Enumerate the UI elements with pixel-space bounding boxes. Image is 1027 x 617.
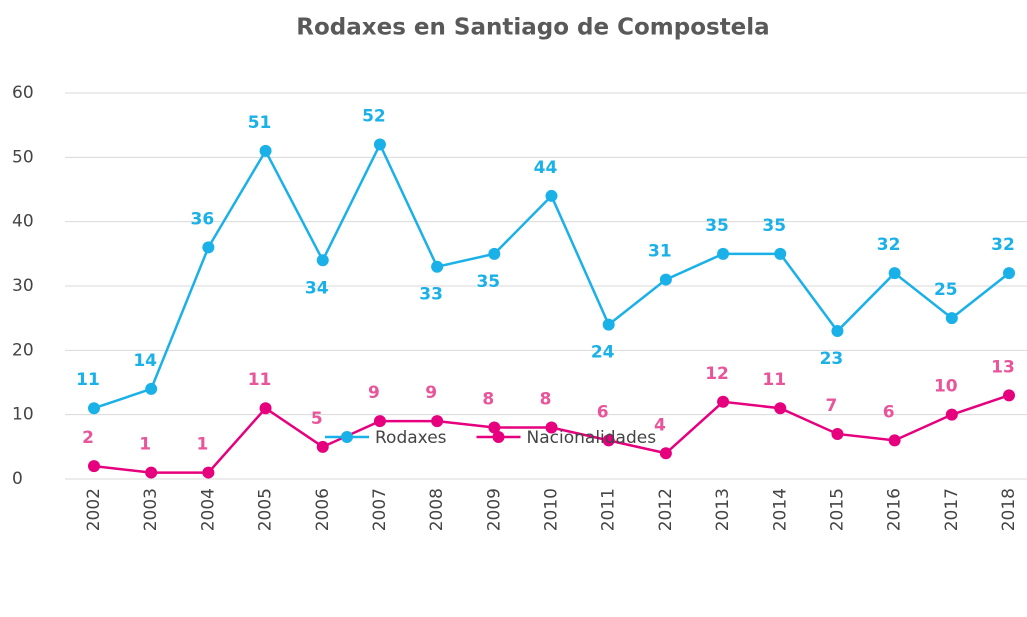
y-tick-label: 30 <box>12 276 34 296</box>
data-label: 36 <box>191 209 215 229</box>
data-label: 10 <box>934 377 958 397</box>
point <box>202 466 215 479</box>
y-tick-label: 60 <box>12 83 34 103</box>
point <box>545 189 558 202</box>
data-label: 9 <box>368 383 380 403</box>
x-tick-label: 2018 <box>999 488 1019 531</box>
legend-marker <box>492 431 505 443</box>
legend-label: Nacionalidades <box>527 428 657 448</box>
x-tick-label: 2014 <box>770 488 790 531</box>
data-label: 35 <box>476 272 500 292</box>
data-label: 32 <box>991 235 1015 255</box>
point <box>831 427 844 440</box>
data-label: 6 <box>883 402 895 422</box>
data-label: 11 <box>76 370 100 390</box>
data-label: 8 <box>482 390 494 410</box>
y-tick-label: 0 <box>12 469 23 489</box>
point <box>316 254 329 267</box>
y-tick-label: 10 <box>12 405 34 425</box>
x-tick-label: 2005 <box>256 488 276 531</box>
y-tick-label: 40 <box>12 212 34 232</box>
point <box>373 138 386 151</box>
point <box>888 434 901 447</box>
x-tick-label: 2004 <box>198 488 218 531</box>
data-label: 32 <box>877 235 901 255</box>
data-label: 35 <box>762 216 786 236</box>
data-label: 11 <box>762 370 786 390</box>
series-line <box>93 141 1010 410</box>
point <box>545 421 558 434</box>
point <box>488 421 501 434</box>
point <box>659 273 672 286</box>
data-label: 1 <box>139 435 151 455</box>
data-label: 34 <box>305 278 329 298</box>
legend-label: Rodaxes <box>375 428 447 448</box>
data-label: 23 <box>820 349 844 369</box>
x-tick-label: 2008 <box>427 488 447 531</box>
x-tick-label: 2015 <box>827 488 847 531</box>
data-label: 44 <box>534 158 558 178</box>
x-tick-label: 2013 <box>713 488 733 531</box>
point <box>145 466 158 479</box>
x-tick-label: 2016 <box>885 488 905 531</box>
point <box>1003 267 1015 280</box>
data-label: 52 <box>362 106 386 126</box>
chart-title: Rodaxes en Santiago de Compostela <box>296 15 769 41</box>
x-tick-label: 2006 <box>313 488 333 531</box>
data-label: 9 <box>425 383 437 403</box>
data-label: 24 <box>591 343 615 363</box>
point <box>774 247 787 260</box>
point <box>602 318 615 331</box>
data-label: 13 <box>991 357 1015 377</box>
point <box>145 382 158 395</box>
point <box>888 267 901 280</box>
x-tick-label: 2012 <box>656 488 676 531</box>
point <box>717 395 730 408</box>
point <box>774 402 787 415</box>
point <box>717 247 730 260</box>
point <box>259 144 272 157</box>
data-label: 51 <box>248 113 272 133</box>
y-tick-label: 20 <box>12 340 34 360</box>
x-tick-label: 2011 <box>599 488 619 531</box>
point <box>1003 389 1015 402</box>
data-label: 1 <box>196 435 208 455</box>
point <box>259 402 272 415</box>
data-label: 14 <box>133 351 157 371</box>
data-label: 12 <box>705 364 729 384</box>
x-tick-label: 2009 <box>484 488 504 531</box>
y-tick-label: 50 <box>12 147 34 167</box>
x-tick-label: 2002 <box>84 488 104 531</box>
point <box>831 325 844 338</box>
data-label: 8 <box>540 390 552 410</box>
point <box>602 434 615 447</box>
point <box>373 415 386 428</box>
data-label: 5 <box>311 409 323 429</box>
x-tick-label: 2003 <box>141 488 161 531</box>
point <box>88 460 100 473</box>
point <box>202 241 215 254</box>
data-label: 35 <box>705 216 729 236</box>
data-label: 11 <box>248 370 272 390</box>
data-label: 6 <box>597 402 609 422</box>
data-label: 4 <box>654 415 666 435</box>
x-tick-label: 2010 <box>542 488 562 531</box>
data-label: 25 <box>934 280 958 300</box>
data-label: 7 <box>826 396 838 416</box>
point <box>88 402 100 415</box>
point <box>659 447 672 460</box>
data-label: 33 <box>419 285 443 305</box>
point <box>431 260 444 273</box>
point <box>488 247 501 260</box>
point <box>431 415 444 428</box>
point <box>316 440 329 453</box>
x-tick-label: 2017 <box>942 488 962 531</box>
x-tick-label: 2007 <box>370 488 390 531</box>
legend-marker <box>341 431 353 443</box>
point <box>945 408 958 421</box>
data-label: 2 <box>82 428 94 448</box>
point <box>945 312 958 325</box>
data-label: 31 <box>648 242 672 262</box>
